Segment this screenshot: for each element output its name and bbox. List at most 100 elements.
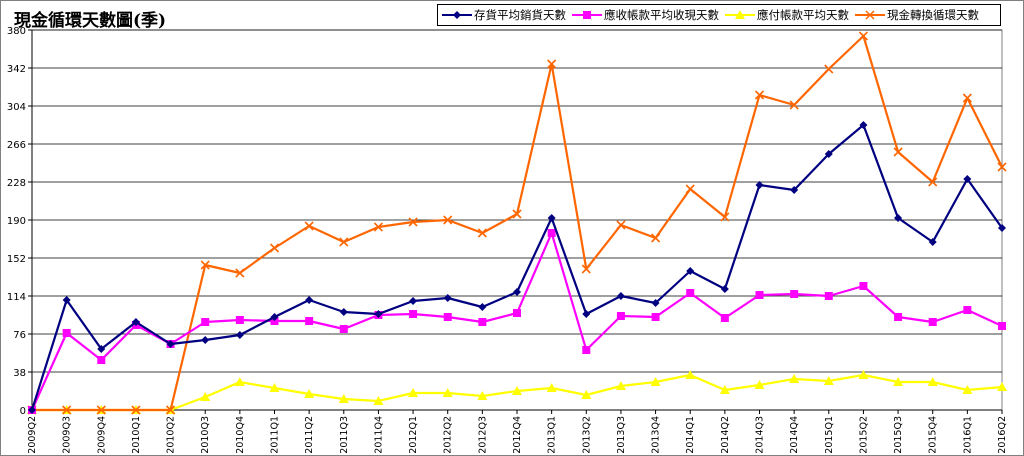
x-tick-label: 2009Q4 [96,416,107,454]
data-point-square [305,317,314,325]
legend-label-cash-cycle: 現金轉換循環天數 [887,8,979,22]
x-tick-label: 2012Q1 [408,416,419,454]
data-point-diamond [443,294,452,302]
x-tick-label: 2016Q1 [962,416,973,454]
data-point-triangle [200,392,211,401]
x-tick-label: 2015Q3 [893,416,904,454]
data-point-square [513,309,521,317]
data-point-square [894,313,903,321]
x-tick-label: 2010Q3 [200,416,211,454]
data-point-square [478,318,487,326]
x-tick-label: 2010Q2 [166,416,177,454]
data-point-triangle [338,394,349,403]
y-tick-label: 342 [7,64,26,75]
legend-item-cash-cycle: 現金轉換循環天數 [855,7,979,23]
data-point-diamond [28,406,36,414]
data-point-square [859,282,868,290]
data-point-triangle [304,389,315,398]
data-point-diamond [270,313,279,321]
data-point-diamond [651,299,660,307]
data-point-x [269,243,280,253]
x-tick-label: 2011Q4 [373,416,384,454]
data-point-triangle [581,390,592,399]
x-tick-label: 2013Q4 [651,416,662,454]
data-point-square [62,329,71,337]
data-point-square [720,314,729,322]
data-point-square [755,291,764,299]
data-point-x [616,220,626,230]
data-point-triangle [442,388,453,397]
data-point-diamond [374,310,383,318]
data-point-diamond [513,288,521,296]
data-point-diamond [755,181,764,189]
data-point-x [893,147,903,157]
data-point-x [512,209,522,219]
x-tick-label: 2014Q4 [789,416,800,454]
x-tick-label: 2014Q3 [755,416,766,454]
data-point-square [790,290,799,298]
data-point-diamond [409,297,418,305]
data-point-triangle [373,396,384,405]
data-point-x [754,90,765,100]
data-point-x [166,405,176,415]
data-point-x [408,217,418,227]
data-point-x [62,405,72,415]
data-point-diamond [790,186,799,194]
data-point-diamond [166,340,175,348]
x-tick-label: 2012Q4 [512,416,523,454]
data-point-x [477,228,487,238]
data-point-diamond [859,121,868,129]
data-point-triangle [719,385,730,394]
data-point-x [581,264,591,274]
data-point-triangle [234,377,245,386]
x-tick-label: 2012Q2 [443,416,454,454]
x-tick-label: 2014Q2 [720,416,731,454]
data-point-diamond [62,296,71,304]
data-point-diamond [97,345,106,353]
data-point-diamond [616,292,625,300]
legend-item-payable: 應付帳款平均天數 [725,7,849,23]
data-point-diamond [478,303,487,311]
data-point-x [928,177,938,187]
x-tick-label: 2013Q1 [547,416,558,454]
data-point-triangle [754,380,765,389]
data-point-triangle [546,383,557,392]
data-point-triangle [858,370,869,379]
data-point-x [685,184,695,194]
data-point-diamond [928,238,937,246]
data-point-triangle [927,377,938,386]
x-tick-label: 2009Q2 [27,416,38,454]
data-point-diamond [824,150,833,158]
data-point-diamond [131,318,140,326]
data-point-triangle [997,382,1007,391]
x-tick-label: 2009Q3 [62,416,73,454]
chart-legend: 存貨平均銷貨天數 應收帳款平均收現天數 應付帳款平均天數 現金轉換循環天數 [437,4,1001,26]
data-point-x [824,64,834,74]
x-tick-label: 2012Q3 [477,416,488,454]
y-tick-label: 380 [7,26,26,37]
data-point-square [582,346,591,354]
data-point-square [201,318,210,326]
legend-label-payable: 應付帳款平均天數 [757,8,849,22]
data-point-triangle [650,377,661,386]
y-tick-label: 76 [13,330,26,341]
data-point-x [96,405,106,415]
legend-marker-triangle-icon [725,10,755,19]
data-point-x [200,260,210,270]
data-point-diamond [963,175,972,183]
data-point-square [235,316,244,324]
data-point-triangle [823,376,834,385]
x-tick-label: 2011Q2 [304,416,315,454]
data-point-square [998,322,1006,330]
data-point-diamond [894,214,903,222]
data-point-x [339,237,349,247]
data-point-x [789,100,799,110]
data-point-square [651,313,660,321]
data-point-square [928,318,937,326]
data-point-square [97,356,106,364]
data-point-square [963,306,972,314]
data-point-x [131,405,141,415]
data-point-triangle [408,388,419,397]
x-tick-label: 2015Q2 [858,416,869,454]
